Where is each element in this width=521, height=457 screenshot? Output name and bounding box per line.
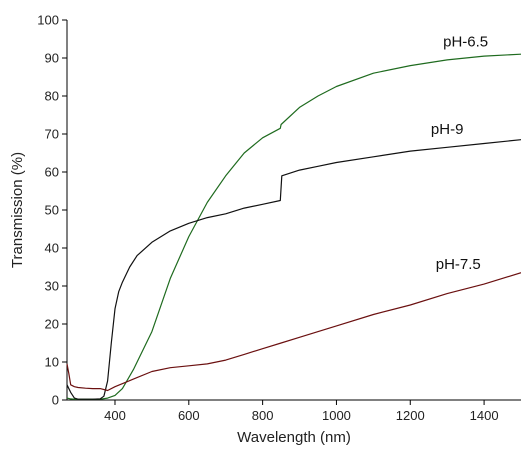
- y-tick-label: 10: [45, 355, 59, 370]
- series-label-ph-9: pH-9: [431, 121, 464, 138]
- y-tick-label: 20: [45, 317, 59, 332]
- y-tick-label: 80: [45, 89, 59, 104]
- series-lines: [66, 53, 521, 400]
- series-label-ph-6-5: pH-6.5: [443, 34, 488, 51]
- x-tick-label: 1000: [322, 408, 351, 423]
- y-tick-label: 100: [37, 13, 59, 28]
- y-tick-label: 40: [45, 241, 59, 256]
- x-axis-title: Wavelength (nm): [237, 429, 351, 446]
- series-labels: pH-6.5 pH-9 pH-7.5: [431, 34, 488, 273]
- y-tick-label: 60: [45, 165, 59, 180]
- series-line-ph-9: [66, 139, 521, 400]
- y-axis-title: Transmission (%): [9, 152, 26, 268]
- y-tick-label: 90: [45, 51, 59, 66]
- x-tick-label: 800: [252, 408, 274, 423]
- x-tick-label: 400: [104, 408, 126, 423]
- y-tick-label: 70: [45, 127, 59, 142]
- y-tick-label: 30: [45, 279, 59, 294]
- y-ticks: 0 10 20 30 40 50 60 70 80 90 100: [37, 13, 67, 408]
- series-line-ph-7-5: [66, 272, 521, 392]
- x-ticks: 400 600 800 1000 1200 1400: [104, 400, 499, 423]
- x-tick-label: 1400: [470, 408, 499, 423]
- x-tick-label: 600: [178, 408, 200, 423]
- y-tick-label: 50: [45, 203, 59, 218]
- series-label-ph-7-5: pH-7.5: [436, 256, 481, 273]
- y-tick-label: 0: [52, 393, 59, 408]
- x-tick-label: 1200: [396, 408, 425, 423]
